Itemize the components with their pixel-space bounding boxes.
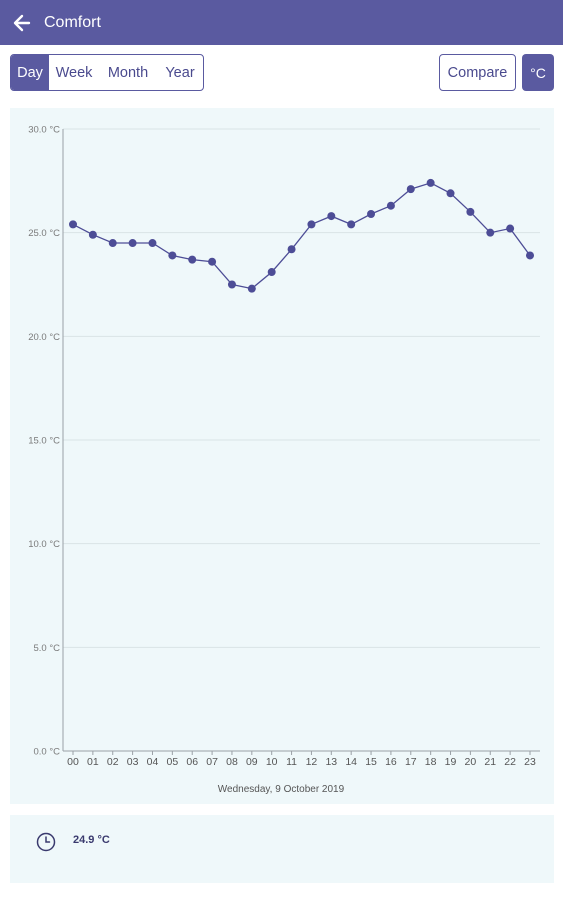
tab-month[interactable]: Month [107,64,149,81]
x-tick-label: 20 [465,756,477,768]
y-tick-label: 10.0 °C [28,539,60,550]
data-point [367,210,376,219]
data-point [287,245,296,254]
data-point [426,178,435,187]
data-point [406,185,415,194]
x-tick-label: 22 [504,756,516,768]
data-point [247,284,256,293]
data-point [307,220,316,229]
data-point [148,239,157,248]
x-tick-label: 17 [405,756,417,768]
x-tick-label: 19 [445,756,457,768]
series-line [72,182,531,290]
x-tick-label: 09 [246,756,258,768]
x-tick-label: 05 [167,756,179,768]
data-point [108,239,117,248]
x-tick-label: 23 [524,756,536,768]
data-point [386,201,395,210]
x-tick-label: 16 [385,756,397,768]
data-point [208,257,217,266]
data-point [188,255,197,264]
x-tick-label: 11 [286,756,297,768]
data-point [88,230,97,239]
x-tick-label: 01 [87,756,99,768]
data-point [168,251,177,260]
back-button[interactable] [0,0,44,45]
data-point [227,280,236,289]
y-tick-label: 5.0 °C [33,643,60,654]
app-bar: Comfort [0,0,563,45]
data-point [128,239,137,248]
y-tick-label: 20.0 °C [28,332,60,343]
period-selector: Day Week Month Year [10,54,204,91]
tab-year[interactable]: Year [165,64,195,81]
compare-button[interactable]: Compare [439,54,516,91]
data-point [446,189,455,198]
arrow-left-icon [13,14,31,31]
tab-day[interactable]: Day [11,55,49,90]
y-tick-label: 30.0 °C [28,125,60,136]
x-tick-label: 02 [107,756,119,768]
chart-card: 30.0 °C 25.0 °C 20.0 °C 15.0 °C 10.0 °C 5.0 °… [10,108,554,804]
x-tick-label: 12 [306,756,318,768]
tab-week[interactable]: Week [55,64,93,81]
x-tick-label: 21 [484,756,496,768]
unit-toggle-button[interactable]: °C [522,54,554,91]
data-point [327,212,336,221]
x-tick-label: 13 [325,756,337,768]
average-temperature: 24.9 °C [73,834,110,846]
x-tick-label: 03 [127,756,139,768]
data-point [486,228,495,237]
y-tick-label: 0.0 °C [33,747,60,758]
clock-icon [36,832,56,852]
x-tick-label: 00 [67,756,79,768]
summary-card: 24.9 °C [10,815,554,883]
data-point [347,220,356,229]
temperature-line-chart: 30.0 °C 25.0 °C 20.0 °C 15.0 °C 10.0 °C 5.0 °… [28,125,540,795]
x-tick-label: 08 [226,756,238,768]
x-tick-label: 06 [186,756,198,768]
x-tick-label: 18 [425,756,437,768]
data-point [506,224,515,233]
x-tick-label: 07 [206,756,218,768]
x-tick-label: 04 [147,756,159,768]
data-point [526,251,534,260]
x-tick-label: 14 [345,756,357,768]
y-tick-label: 15.0 °C [28,436,60,447]
data-point [267,268,276,277]
data-point [466,207,475,216]
x-tick-label: 15 [365,756,377,768]
x-tick-label: 10 [266,756,278,768]
page-title: Comfort [44,13,101,31]
x-axis-label: Wednesday, 9 October 2019 [218,784,345,795]
data-point [69,220,77,229]
y-tick-label: 25.0 °C [28,228,60,239]
